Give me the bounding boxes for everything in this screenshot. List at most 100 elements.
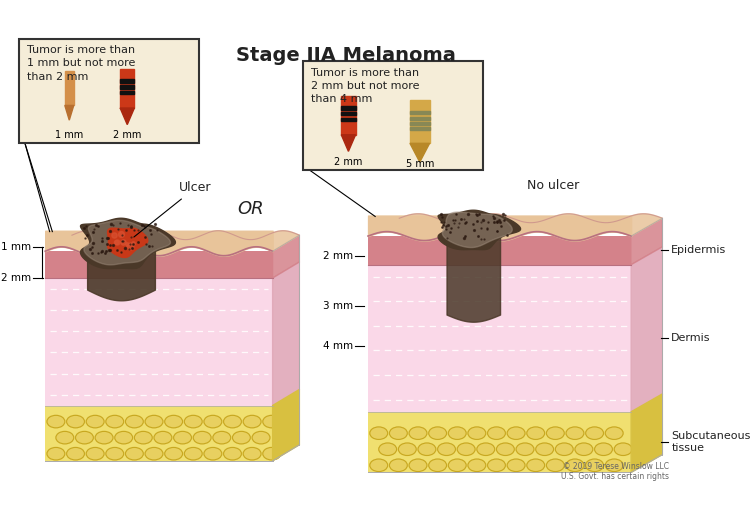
Ellipse shape: [526, 459, 544, 472]
Text: No ulcer: No ulcer: [526, 179, 579, 192]
Polygon shape: [272, 235, 299, 278]
Polygon shape: [272, 262, 299, 405]
Polygon shape: [80, 218, 176, 269]
Ellipse shape: [174, 431, 191, 444]
Ellipse shape: [536, 443, 554, 456]
Ellipse shape: [507, 459, 525, 472]
Polygon shape: [368, 412, 632, 472]
Ellipse shape: [232, 431, 250, 444]
Polygon shape: [410, 111, 430, 115]
Ellipse shape: [76, 431, 93, 444]
Polygon shape: [120, 91, 134, 95]
Ellipse shape: [389, 459, 407, 472]
Ellipse shape: [204, 448, 222, 460]
Ellipse shape: [488, 427, 506, 439]
Ellipse shape: [429, 427, 446, 439]
Text: 3 mm: 3 mm: [322, 301, 353, 311]
Ellipse shape: [194, 431, 211, 444]
Ellipse shape: [575, 443, 592, 456]
Ellipse shape: [547, 427, 564, 439]
FancyBboxPatch shape: [20, 39, 200, 143]
Ellipse shape: [224, 448, 242, 460]
Ellipse shape: [477, 443, 495, 456]
Polygon shape: [120, 70, 134, 108]
Ellipse shape: [409, 459, 427, 472]
Ellipse shape: [262, 448, 280, 460]
Ellipse shape: [605, 427, 623, 439]
Ellipse shape: [418, 443, 436, 456]
Ellipse shape: [125, 448, 143, 460]
Ellipse shape: [516, 443, 534, 456]
Ellipse shape: [555, 443, 573, 456]
Polygon shape: [341, 112, 356, 116]
Ellipse shape: [605, 459, 623, 472]
Ellipse shape: [252, 431, 270, 444]
Ellipse shape: [468, 427, 486, 439]
Ellipse shape: [458, 443, 475, 456]
Polygon shape: [45, 405, 272, 461]
Polygon shape: [341, 135, 356, 151]
Text: Dermis: Dermis: [671, 333, 711, 343]
Polygon shape: [368, 214, 662, 241]
Ellipse shape: [595, 443, 613, 456]
Ellipse shape: [370, 427, 388, 439]
Ellipse shape: [224, 415, 242, 428]
Polygon shape: [632, 218, 662, 265]
Ellipse shape: [437, 443, 455, 456]
Ellipse shape: [468, 459, 486, 472]
Ellipse shape: [243, 415, 261, 428]
Ellipse shape: [586, 427, 604, 439]
Text: Tumor is more than
2 mm but not more
than 4 mm: Tumor is more than 2 mm but not more tha…: [311, 67, 419, 104]
Ellipse shape: [134, 431, 152, 444]
Text: 4 mm: 4 mm: [322, 340, 353, 350]
Polygon shape: [45, 278, 272, 405]
Ellipse shape: [448, 459, 466, 472]
Ellipse shape: [409, 427, 427, 439]
Polygon shape: [632, 394, 662, 472]
Ellipse shape: [370, 459, 388, 472]
Polygon shape: [410, 143, 430, 162]
Ellipse shape: [95, 431, 113, 444]
Ellipse shape: [204, 415, 222, 428]
Ellipse shape: [566, 459, 584, 472]
Polygon shape: [438, 210, 520, 249]
Ellipse shape: [115, 431, 133, 444]
Text: 2 mm: 2 mm: [113, 130, 142, 140]
Text: Stage IIA Melanoma: Stage IIA Melanoma: [236, 46, 456, 65]
Ellipse shape: [243, 448, 261, 460]
Polygon shape: [107, 228, 148, 257]
Polygon shape: [341, 96, 356, 135]
Text: OR: OR: [237, 200, 264, 218]
Ellipse shape: [86, 415, 104, 428]
Text: 2 mm: 2 mm: [334, 157, 362, 167]
Ellipse shape: [526, 427, 544, 439]
Ellipse shape: [165, 448, 182, 460]
Polygon shape: [341, 118, 356, 121]
Ellipse shape: [67, 448, 85, 460]
Polygon shape: [120, 85, 134, 89]
Text: 2 mm: 2 mm: [1, 273, 31, 283]
Ellipse shape: [389, 427, 407, 439]
Ellipse shape: [614, 443, 632, 456]
Polygon shape: [410, 122, 430, 125]
Ellipse shape: [586, 459, 604, 472]
Ellipse shape: [488, 459, 506, 472]
Text: 2 mm: 2 mm: [322, 251, 353, 261]
Polygon shape: [442, 212, 512, 247]
Polygon shape: [410, 127, 430, 130]
Ellipse shape: [566, 427, 584, 439]
Polygon shape: [341, 106, 356, 110]
Ellipse shape: [86, 448, 104, 460]
Ellipse shape: [145, 448, 163, 460]
Polygon shape: [45, 231, 299, 256]
Ellipse shape: [165, 415, 182, 428]
Ellipse shape: [47, 415, 64, 428]
Ellipse shape: [184, 448, 202, 460]
FancyBboxPatch shape: [303, 61, 483, 170]
Ellipse shape: [56, 431, 74, 444]
Ellipse shape: [154, 431, 172, 444]
Ellipse shape: [262, 415, 280, 428]
Text: 1 mm: 1 mm: [1, 242, 31, 252]
Ellipse shape: [145, 415, 163, 428]
Ellipse shape: [47, 448, 64, 460]
